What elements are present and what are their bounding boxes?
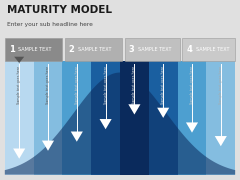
Bar <box>206 61 235 175</box>
Text: SAMPLE TEXT: SAMPLE TEXT <box>196 47 230 52</box>
Bar <box>149 61 178 175</box>
Text: Sample text goes here: Sample text goes here <box>219 66 223 104</box>
Text: 3: 3 <box>129 45 134 54</box>
Text: 1: 1 <box>9 45 14 54</box>
Text: Sample text goes here: Sample text goes here <box>161 66 165 104</box>
Bar <box>182 38 235 61</box>
Text: SAMPLE TEXT: SAMPLE TEXT <box>138 47 172 52</box>
Text: Sample text goes here: Sample text goes here <box>104 66 108 104</box>
Polygon shape <box>128 104 140 114</box>
Text: SAMPLE TEXT: SAMPLE TEXT <box>18 47 52 52</box>
Polygon shape <box>5 73 235 175</box>
Text: Sample text goes here: Sample text goes here <box>17 66 21 104</box>
Text: Sample text goes here: Sample text goes here <box>132 66 136 104</box>
Polygon shape <box>71 132 83 142</box>
Text: 2: 2 <box>69 45 74 54</box>
Bar <box>65 38 122 61</box>
Text: Sample text goes here: Sample text goes here <box>190 66 194 104</box>
Bar <box>5 61 34 175</box>
Text: Enter your sub headline here: Enter your sub headline here <box>7 22 93 27</box>
Text: SAMPLE TEXT: SAMPLE TEXT <box>78 47 112 52</box>
Polygon shape <box>215 136 227 146</box>
Polygon shape <box>42 141 54 151</box>
Bar <box>125 38 180 61</box>
Bar <box>91 61 120 175</box>
Polygon shape <box>186 122 198 133</box>
Text: Sample text goes here: Sample text goes here <box>75 66 79 104</box>
Bar <box>120 61 149 175</box>
Polygon shape <box>13 148 25 159</box>
Bar <box>178 61 206 175</box>
Polygon shape <box>100 119 112 129</box>
Polygon shape <box>157 108 169 118</box>
Text: 4: 4 <box>186 45 192 54</box>
Polygon shape <box>14 57 24 63</box>
Bar <box>34 61 62 175</box>
Bar <box>62 61 91 175</box>
Bar <box>5 38 62 61</box>
Text: MATURITY MODEL: MATURITY MODEL <box>7 5 112 15</box>
Text: Sample text goes here: Sample text goes here <box>46 66 50 104</box>
